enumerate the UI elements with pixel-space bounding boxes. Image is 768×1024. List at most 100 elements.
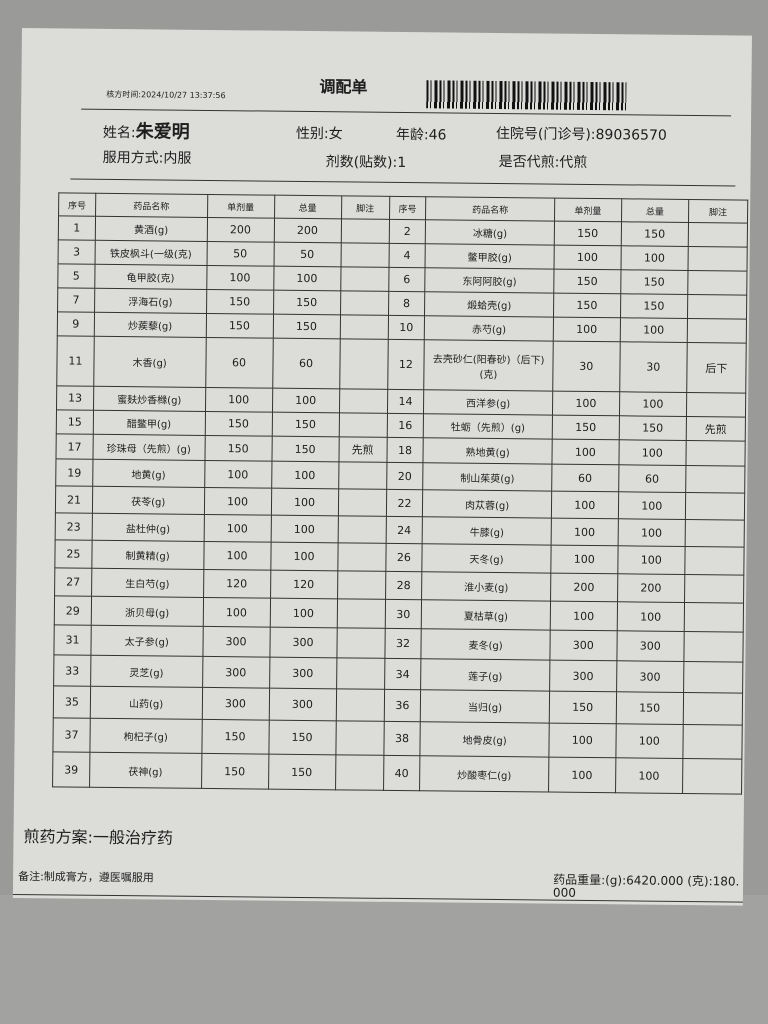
- cell-note: [687, 294, 747, 320]
- cell-no: 37: [52, 717, 91, 753]
- cell-dose: 300: [202, 656, 270, 689]
- usage: 服用方式:内服: [102, 149, 192, 167]
- cell-name: 生白芍(g): [91, 568, 204, 598]
- cell-total: 150: [620, 293, 688, 319]
- cell-note: [683, 661, 743, 694]
- cell-dose: 150: [553, 293, 621, 318]
- cell-note: [684, 519, 745, 548]
- cell-note: [337, 515, 386, 544]
- cell-no: 30: [384, 599, 422, 629]
- cell-note: [687, 246, 748, 272]
- cell-dose: 100: [553, 245, 622, 270]
- cell-dose: 100: [552, 391, 620, 416]
- cell-dose: 100: [203, 487, 272, 516]
- cell-name: 蜜麸炒香橼(g): [93, 386, 206, 412]
- cell-dose: 200: [206, 217, 275, 243]
- cell-total: 150: [273, 290, 341, 315]
- cell-no: 6: [388, 267, 426, 292]
- cell-note: [685, 440, 746, 467]
- cell-no: 29: [54, 595, 92, 626]
- cell-name: 冰糖(g): [425, 219, 555, 246]
- cell-dose: 30: [552, 341, 621, 392]
- cell-dose: 150: [201, 719, 269, 755]
- cell-dose: 150: [553, 269, 621, 294]
- cell-name: 牡蛎（先煎）(g): [423, 413, 553, 440]
- cell-no: 40: [383, 755, 421, 791]
- cell-name: 去壳砂仁(阳春砂)（后下)(克): [424, 339, 554, 392]
- cell-dose: 60: [551, 464, 619, 492]
- patient-name: 姓名:朱爱明: [103, 117, 190, 144]
- cell-note: [339, 314, 389, 340]
- remark: 备注:制成膏方，遵医嘱服用: [18, 870, 154, 885]
- cell-total: 300: [269, 657, 337, 689]
- cell-total: 30: [619, 341, 688, 393]
- cell-dose: 150: [554, 221, 622, 246]
- cell-total: 100: [617, 518, 686, 547]
- cell-dose: 100: [206, 265, 274, 291]
- cell-total: 100: [618, 439, 686, 466]
- cell-name: 龟甲胶(克): [94, 264, 207, 290]
- cell-note: [335, 720, 384, 756]
- cell-no: 21: [55, 485, 93, 514]
- cell-no: 31: [53, 624, 92, 656]
- herb-table: 序号 药品名称 单剂量 总量 脚注 序号 药品名称 单剂量 总量 脚注 1 黄酒(g) 200 200 2…: [52, 192, 748, 795]
- prescription-sheet: 调配单 核方时间:2024/10/27 13:37:56 姓名:朱爱明 性别:女…: [12, 28, 752, 906]
- cell-no: 32: [384, 628, 422, 659]
- table-row: 11 木香(g) 60 60 12 去壳砂仁(阳春砂)（后下)(克) 30 30 后下: [56, 335, 747, 394]
- cell-note: [336, 598, 386, 629]
- cell-dose: 200: [550, 573, 618, 602]
- cell-name: 枸杞子(g): [89, 718, 202, 754]
- cell-dose: 100: [549, 601, 618, 631]
- cell-name: 炒酸枣仁(g): [419, 755, 549, 793]
- decoction: 是否代煎:代煎: [498, 153, 588, 171]
- cell-name: 黄酒(g): [95, 216, 208, 242]
- cell-no: 33: [53, 654, 91, 687]
- cell-total: 100: [270, 488, 339, 516]
- cell-total: 100: [273, 266, 341, 291]
- cell-total: 100: [270, 515, 338, 543]
- cell-note: [682, 724, 743, 760]
- cell-note: [339, 338, 388, 390]
- cell-name: 淮小麦(g): [421, 571, 551, 602]
- cell-no: 22: [385, 489, 424, 517]
- cell-dose: 100: [548, 757, 616, 793]
- cell-name: 地黄(g): [92, 459, 205, 488]
- cell-name: 肉苁蓉(g): [422, 489, 552, 519]
- cell-no: 28: [385, 571, 423, 600]
- cell-name: 东阿阿胶(g): [425, 267, 554, 294]
- dose-count: 剂数(贴数):1: [325, 154, 407, 172]
- cell-total: 100: [617, 545, 685, 575]
- cell-name: 醋鳖甲(g): [93, 410, 205, 436]
- cell-name: 制黄精(g): [91, 540, 204, 570]
- column-header: 脚注: [688, 199, 748, 224]
- cell-name: 麦冬(g): [421, 628, 550, 661]
- cell-total: 120: [270, 570, 338, 599]
- cell-name: 铁皮枫斗(一级(克): [94, 240, 207, 266]
- cell-dose: 150: [204, 411, 272, 437]
- cell-dose: 300: [202, 626, 270, 658]
- cell-total: 50: [273, 242, 341, 267]
- cell-total: 150: [268, 720, 336, 755]
- column-header: 总量: [621, 198, 689, 223]
- cell-no: 8: [388, 291, 426, 316]
- cell-no: 2: [388, 219, 426, 244]
- cell-name: 炒蒺藜(g): [94, 312, 207, 338]
- cell-total: 150: [616, 691, 684, 725]
- cell-no: 26: [385, 543, 423, 572]
- cell-dose: 300: [549, 630, 617, 661]
- cell-name: 牛膝(g): [422, 516, 552, 546]
- cell-no: 38: [383, 721, 421, 756]
- age: 年龄:46: [395, 126, 447, 144]
- cell-name: 夏枯草(g): [421, 599, 551, 631]
- cell-total: 100: [271, 461, 339, 489]
- cell-no: 14: [387, 389, 425, 414]
- cell-dose: 50: [206, 241, 274, 267]
- cell-note: [340, 242, 389, 268]
- cell-name: 茯苓(g): [92, 486, 205, 515]
- cell-no: 1: [58, 215, 96, 241]
- background-surface: [0, 895, 768, 1024]
- cell-name: 莲子(g): [420, 658, 550, 692]
- cell-name: 熟地黄(g): [423, 437, 552, 465]
- cell-no: 4: [388, 243, 426, 268]
- cell-dose: 150: [205, 313, 274, 339]
